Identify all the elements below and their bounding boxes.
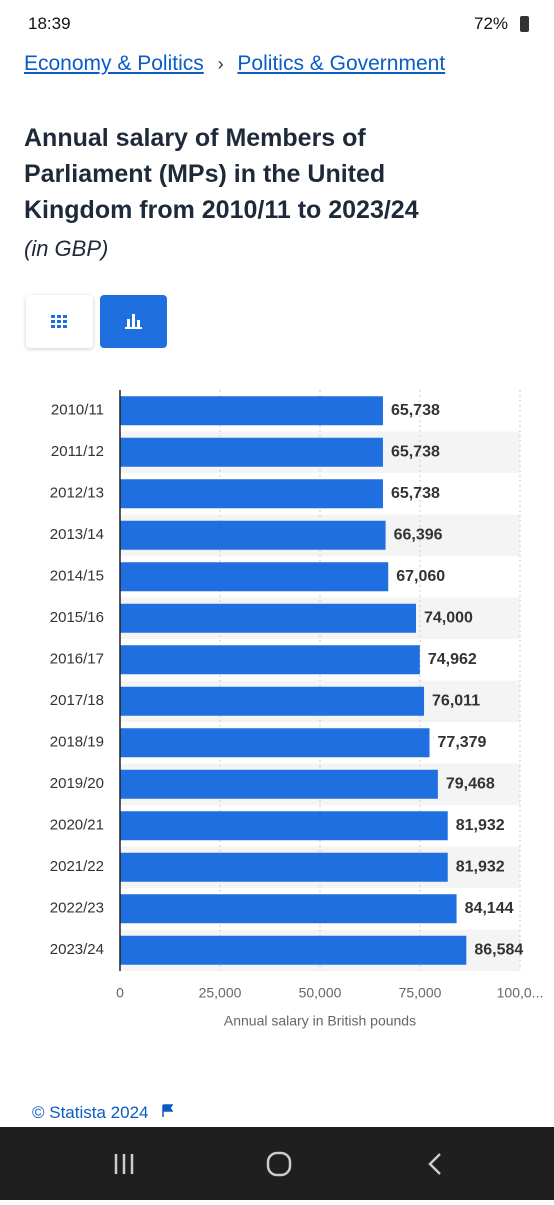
- y-tick-label: 2019/20: [50, 775, 104, 792]
- bar: [120, 769, 438, 799]
- bar: [120, 728, 430, 758]
- bar: [120, 562, 389, 592]
- x-tick-label: 50,000: [299, 985, 342, 1001]
- breadcrumb-link[interactable]: Politics & Government: [237, 52, 446, 75]
- home[interactable]: [266, 1151, 292, 1177]
- title: Annual salary of Members of Parliament (…: [24, 124, 419, 224]
- bar: [120, 811, 448, 841]
- bar: [120, 520, 386, 550]
- x-tick-label: 25,000: [199, 985, 242, 1001]
- value-label: 66,396: [394, 526, 443, 543]
- battery-icon: [520, 16, 529, 32]
- y-tick-label: 2020/21: [50, 817, 104, 834]
- subtitle: (in GBP): [24, 236, 109, 261]
- value-label: 76,011: [432, 692, 480, 709]
- bar: [120, 686, 425, 716]
- value-label: 81,932: [456, 858, 505, 875]
- status-bar: 18:39 72%: [0, 0, 554, 42]
- flag-icon: [162, 1104, 174, 1117]
- y-tick-label: 2018/19: [50, 734, 104, 751]
- nav-bar: [0, 1127, 554, 1200]
- value-label: 84,144: [465, 900, 514, 917]
- x-tick-label: 0: [116, 985, 124, 1001]
- bar: [120, 645, 420, 675]
- value-label: 65,738: [391, 443, 440, 460]
- bar: [120, 396, 383, 426]
- value-label: 77,379: [438, 734, 487, 751]
- bar: [120, 852, 448, 882]
- y-tick-label: 2016/17: [50, 651, 104, 668]
- y-tick-label: 2017/18: [50, 692, 104, 709]
- copyright[interactable]: © Statista 2024: [32, 1103, 149, 1122]
- y-tick-label: 2022/23: [50, 900, 104, 917]
- y-tick-label: 2013/14: [50, 526, 104, 543]
- value-label: 65,738: [391, 402, 440, 419]
- value-label: 79,468: [446, 775, 495, 792]
- x-tick-label: 75,000: [399, 985, 442, 1001]
- breadcrumbs: Economy & Politics › Politics & Governme…: [24, 52, 445, 76]
- y-tick-label: 2015/16: [50, 609, 104, 626]
- nav-icons: [114, 1151, 441, 1177]
- value-label: 65,738: [391, 485, 440, 502]
- x-tick-label: 100,0...: [497, 985, 544, 1001]
- y-tick-label: 2021/22: [50, 858, 104, 875]
- back[interactable]: [428, 1153, 441, 1175]
- clock: 18:39: [28, 14, 71, 33]
- recent-apps[interactable]: [114, 1154, 134, 1174]
- y-tick-label: 2011/12: [51, 443, 104, 460]
- table-icon: [51, 315, 67, 328]
- chart: 0 25,000 50,000 75,000 100,0... Annual salary…: [50, 390, 544, 1029]
- table-view-button[interactable]: [26, 295, 93, 348]
- chart-icon: [125, 314, 142, 329]
- footer: © Statista 2024: [32, 1103, 175, 1123]
- value-label: 67,060: [396, 568, 445, 585]
- breadcrumb-separator: ›: [217, 54, 224, 74]
- bar: [120, 603, 416, 633]
- battery: 72%: [474, 14, 509, 33]
- value-label: 81,932: [456, 817, 505, 834]
- breadcrumb-link[interactable]: Economy & Politics: [24, 52, 204, 75]
- x-axis-label: Annual salary in British pounds: [224, 1013, 416, 1029]
- y-tick-label: 2010/11: [51, 402, 104, 419]
- value-label: 74,000: [424, 609, 473, 626]
- y-tick-label: 2014/15: [50, 568, 104, 585]
- value-label: 86,584: [474, 941, 523, 958]
- chart-view-button[interactable]: [100, 295, 167, 348]
- bar: [120, 894, 457, 924]
- y-tick-label: 2012/13: [50, 485, 104, 502]
- value-label: 74,962: [428, 651, 477, 668]
- y-tick-label: 2023/24: [50, 941, 104, 958]
- bar: [120, 479, 383, 509]
- bar: [120, 437, 383, 467]
- bar: [120, 935, 467, 965]
